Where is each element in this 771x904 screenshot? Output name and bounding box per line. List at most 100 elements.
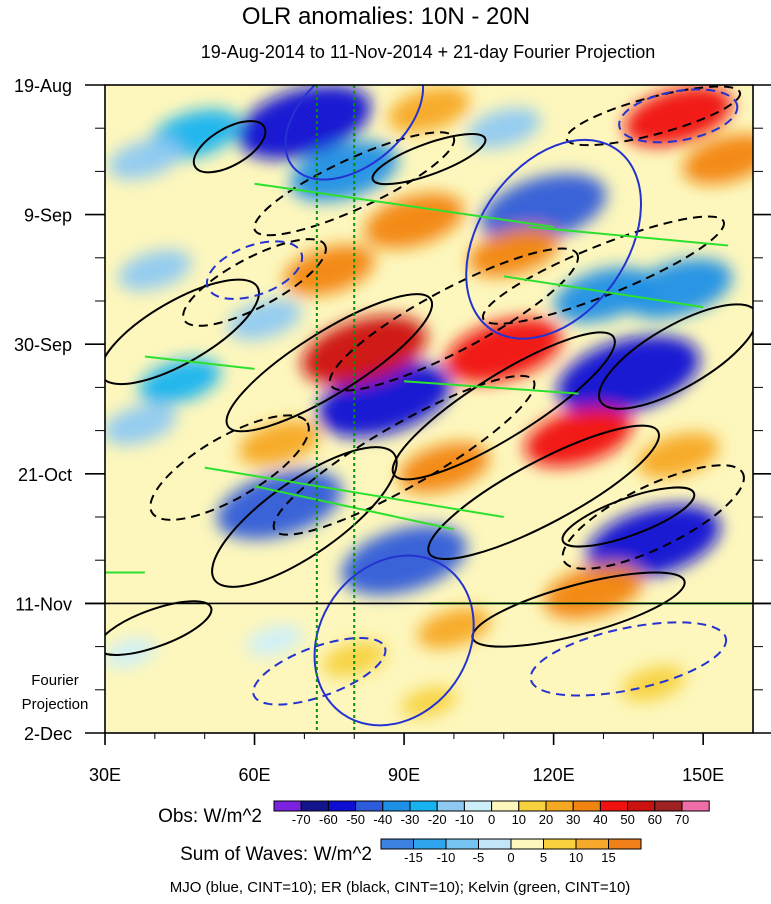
colorbar-tick-label: 30 (566, 812, 580, 827)
colorbar-swatch (436, 800, 465, 812)
er-contour (561, 464, 745, 570)
anomaly-cell (524, 406, 633, 467)
plot-frame (104, 84, 754, 734)
colorbar-swatch (300, 800, 329, 812)
colorbar-tick-label: 0 (507, 850, 514, 865)
colorbar-swatch (627, 800, 656, 812)
anomaly-cell (401, 686, 457, 718)
colorbar-tick-label: 10 (569, 850, 583, 865)
footnote: MJO (blue, CINT=10); ER (black, CINT=10)… (170, 879, 631, 896)
anomaly-cell (227, 299, 302, 340)
colorbar-swatch (543, 838, 577, 850)
anomaly-cell (445, 317, 563, 383)
colorbar-tick-label: -30 (401, 812, 420, 827)
chart-title: OLR anomalies: 10N - 20N (242, 3, 530, 30)
colorbar-tick-label: -70 (292, 812, 311, 827)
colorbar-swatch (380, 838, 414, 850)
colorbar-tick-label: 70 (675, 812, 689, 827)
anomaly-cell (480, 173, 607, 244)
anomaly-cell (105, 638, 157, 668)
colorbar-swatch (654, 800, 683, 812)
colorbar-tick-label: 20 (539, 812, 553, 827)
waves-colorbar-label: Sum of Waves: W/m^2 (180, 844, 372, 865)
colorbar-tick-label: 60 (648, 812, 662, 827)
y-tick-label: 11-Nov (15, 594, 72, 614)
x-tick-label: 150E (682, 765, 724, 785)
anomaly-cell (290, 141, 399, 202)
anomaly-cell (388, 86, 470, 133)
anomaly-cell (341, 525, 467, 595)
y-tick-label: 9-Sep (24, 206, 72, 226)
er-contour (328, 247, 580, 392)
er-contour (561, 486, 696, 548)
colorbar-swatch (478, 838, 512, 850)
er-contour (598, 303, 753, 410)
anomaly-cell (284, 245, 375, 296)
colorbar-swatch (608, 838, 642, 850)
colorbar-swatch (572, 800, 601, 812)
kelvin-contour (503, 275, 704, 309)
anomaly-cell (637, 432, 720, 479)
anomaly-field (105, 85, 753, 718)
waves-colorbar: -15 -10 -5 0 5 10 15 (380, 838, 642, 865)
er-contour (565, 85, 742, 147)
colorbar-swatch (409, 800, 438, 812)
colorbar-tick-label: -10 (455, 812, 474, 827)
colorbar-tick-label: 15 (601, 850, 615, 865)
x-tick-label: 120E (533, 765, 575, 785)
colorbar-swatch (681, 800, 710, 812)
er-contour (427, 424, 660, 560)
x-tick-label: 30E (89, 765, 121, 785)
anomaly-cell (556, 335, 700, 415)
anomaly-cell (468, 226, 560, 277)
colorbar-swatch (382, 800, 411, 812)
anomaly-cell (586, 504, 721, 579)
colorbar-swatch (518, 800, 547, 812)
colorbar-tick-label: -40 (373, 812, 392, 827)
colorbar-swatch (273, 800, 302, 812)
anomaly-cell (543, 563, 644, 619)
colorbar-swatch (599, 800, 629, 812)
colorbar-swatch (575, 838, 609, 850)
anomaly-cell (624, 258, 733, 319)
er-contour (182, 238, 327, 327)
er-contour (105, 278, 260, 386)
mjo-contour (529, 621, 728, 697)
colorbar-tick-label: 5 (540, 850, 547, 865)
chart-subtitle: 19-Aug-2014 to 11-Nov-2014 + 21-day Four… (201, 42, 655, 62)
colorbar-tick-label: 40 (593, 812, 607, 827)
kelvin-contour (404, 380, 579, 395)
colorbar-swatch (327, 800, 357, 812)
projection-label-line2: Projection (22, 696, 89, 713)
er-contour (225, 293, 434, 433)
anomaly-cell (138, 358, 221, 404)
anomaly-cell (322, 641, 387, 677)
mjo-contour (618, 88, 739, 144)
colorbar-tick-label: -15 (404, 850, 423, 865)
y-tick-label: 30-Sep (14, 335, 72, 355)
colorbar-swatch (413, 838, 447, 850)
kelvin-contour (528, 225, 729, 247)
er-contour (253, 131, 456, 237)
er-contour (149, 414, 310, 521)
mjo-contour (313, 554, 475, 727)
anomaly-cell (246, 624, 303, 656)
colorbar-tick-label: -5 (473, 850, 485, 865)
anomaly-cell (216, 469, 343, 540)
mjo-contour (465, 138, 643, 340)
obs-colorbar: -70 -60 -50 -40 -30 -20 -10 0 10 20 30 40 50 60 70 (273, 800, 710, 827)
anomaly-cell (237, 85, 372, 160)
x-tick-label: 90E (388, 765, 420, 785)
wave-contours (105, 85, 753, 727)
kelvin-contour (204, 466, 504, 518)
y-tick-label: 21-Oct (18, 465, 72, 485)
anomaly-cell (624, 85, 733, 146)
obs-colorbar-label: Obs: W/m^2 (158, 806, 262, 827)
x-tick-label: 60E (239, 765, 271, 785)
er-contour (192, 120, 267, 174)
colorbar-tick-label: 0 (488, 812, 495, 827)
mjo-contour (252, 637, 387, 706)
colorbar-swatch (545, 800, 574, 812)
anomaly-cell (301, 315, 427, 386)
